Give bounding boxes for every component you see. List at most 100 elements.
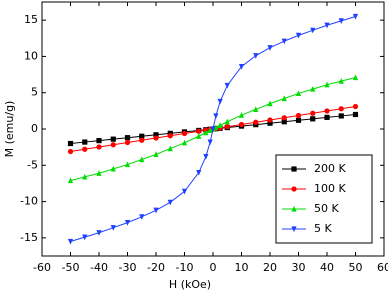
- legend-label: 5 K: [314, 222, 332, 235]
- marker: [67, 177, 74, 184]
- marker: [253, 119, 259, 125]
- marker: [124, 220, 131, 226]
- y-tick-label: 5: [31, 86, 38, 99]
- marker: [217, 122, 223, 128]
- marker: [295, 117, 302, 123]
- marker: [153, 151, 159, 157]
- marker: [181, 139, 188, 146]
- marker: [167, 133, 173, 139]
- marker: [338, 106, 344, 112]
- marker: [110, 165, 116, 172]
- marker: [352, 111, 359, 118]
- marker: [295, 32, 302, 39]
- y-tick-label: 15: [24, 13, 38, 26]
- x-tick-label: 60: [377, 261, 388, 274]
- x-tick-label: 0: [210, 261, 217, 274]
- marker: [139, 156, 145, 163]
- marker: [196, 169, 202, 176]
- marker: [338, 18, 344, 24]
- y-tick-label: -5: [27, 158, 38, 171]
- marker: [124, 135, 131, 141]
- y-tick-label: 0: [31, 122, 38, 135]
- marker: [295, 112, 302, 119]
- marker: [253, 53, 259, 59]
- marker: [153, 135, 159, 141]
- marker: [96, 230, 102, 236]
- marker: [324, 108, 330, 114]
- marker: [207, 139, 213, 146]
- marker: [324, 114, 330, 120]
- marker: [267, 120, 273, 126]
- marker: [82, 234, 88, 241]
- marker: [352, 13, 359, 20]
- marker: [196, 128, 202, 134]
- marker: [203, 129, 209, 136]
- marker: [291, 205, 297, 212]
- marker: [281, 38, 287, 45]
- x-tick-label: 40: [320, 261, 334, 274]
- marker: [207, 127, 213, 134]
- legend-label: 100 K: [314, 182, 346, 195]
- marker: [352, 103, 359, 110]
- x-tick-label: -50: [62, 261, 80, 274]
- marker: [210, 126, 216, 133]
- marker: [124, 139, 131, 146]
- marker: [281, 115, 287, 121]
- x-tick-label: -40: [90, 261, 108, 274]
- marker: [267, 100, 273, 107]
- marker: [203, 153, 209, 160]
- marker: [238, 121, 245, 128]
- marker: [110, 225, 116, 231]
- marker: [295, 90, 302, 97]
- legend: 200 K 100 K 50 K 5 K: [275, 154, 373, 244]
- marker: [213, 113, 219, 120]
- marker: [139, 137, 145, 143]
- marker: [217, 98, 223, 105]
- marker: [267, 45, 273, 51]
- marker: [82, 173, 88, 180]
- marker: [96, 170, 102, 176]
- x-tick-label: -10: [176, 261, 194, 274]
- marker: [110, 136, 116, 142]
- marker: [338, 78, 344, 84]
- marker: [82, 139, 88, 145]
- marker: [352, 74, 359, 81]
- marker: [324, 22, 330, 29]
- marker: [238, 112, 245, 118]
- x-tick-label: 30: [292, 261, 306, 274]
- marker: [213, 124, 219, 131]
- marker: [291, 186, 297, 192]
- marker: [253, 106, 259, 113]
- marker: [96, 138, 102, 144]
- marker: [124, 161, 131, 168]
- x-tick-label: -30: [119, 261, 137, 274]
- marker: [196, 133, 202, 139]
- marker: [281, 119, 287, 125]
- marker: [281, 95, 287, 102]
- marker: [167, 199, 173, 206]
- marker: [67, 148, 74, 155]
- marker: [167, 145, 173, 152]
- y-tick-label: 10: [24, 49, 38, 62]
- marker: [224, 118, 230, 125]
- marker: [82, 146, 88, 152]
- marker: [110, 142, 116, 148]
- marker: [139, 214, 145, 220]
- marker: [153, 132, 159, 138]
- marker: [238, 63, 245, 70]
- marker: [181, 188, 188, 195]
- x-tick-label: 10: [235, 261, 249, 274]
- marker: [224, 124, 230, 130]
- x-tick-label: -20: [147, 261, 165, 274]
- marker: [291, 166, 297, 172]
- marker: [96, 144, 102, 150]
- y-tick-label: -15: [20, 231, 38, 244]
- marker: [310, 85, 316, 92]
- marker: [267, 117, 273, 123]
- x-tick-label: 20: [263, 261, 277, 274]
- marker: [67, 140, 74, 147]
- marker: [224, 82, 230, 89]
- legend-label: 200 K: [314, 162, 346, 175]
- legend-label: 50 K: [314, 202, 339, 215]
